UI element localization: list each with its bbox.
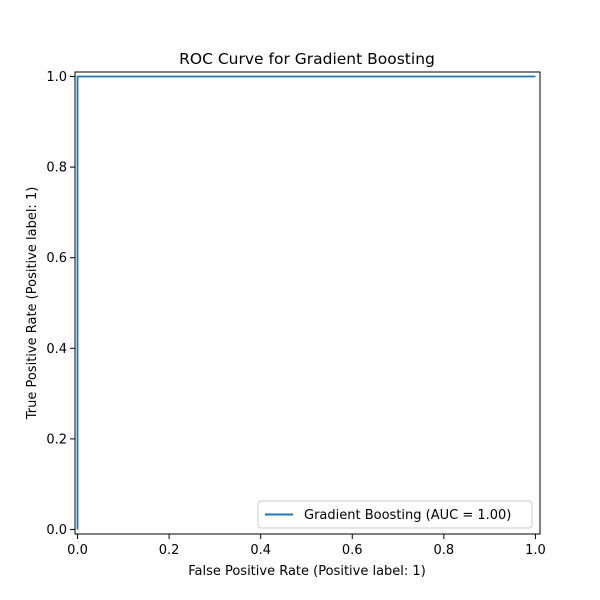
y-tick-label: 0.4 [46, 342, 67, 357]
x-tick-label: 0.2 [159, 543, 180, 558]
y-axis-label: True Positive Rate (Positive label: 1) [25, 187, 40, 421]
chart-title: ROC Curve for Gradient Boosting [179, 50, 435, 68]
plot-area: 0.0 0.2 0.4 0.6 0.8 1.0 0.0 0.2 0.4 0.6 0.8 1.0 [46, 70, 545, 558]
x-tick-label: 0.4 [250, 543, 271, 558]
y-tick-label: 0.6 [46, 251, 67, 266]
y-tick-label: 1.0 [46, 70, 67, 85]
plot-frame [74, 71, 541, 535]
x-tick-label: 0.6 [342, 543, 363, 558]
series-line-0 [76, 75, 536, 530]
y-tick-label: 0.8 [46, 161, 67, 176]
y-tick-label: 0.2 [46, 432, 67, 447]
x-tick-label: 1.0 [525, 543, 546, 558]
series-layer [76, 75, 536, 530]
legend-box [257, 500, 533, 529]
legend: Gradient Boosting (AUC = 1.00) [257, 500, 533, 529]
x-tick-label: 0.0 [67, 543, 88, 558]
x-tick-label: 0.8 [433, 543, 454, 558]
y-tick-label: 0.0 [46, 523, 67, 538]
y-axis-ticks: 0.0 0.2 0.4 0.6 0.8 1.0 [46, 70, 75, 538]
x-axis-ticks: 0.0 0.2 0.4 0.6 0.8 1.0 [67, 534, 546, 558]
x-axis-label: False Positive Rate (Positive label: 1) [188, 564, 426, 579]
legend-entry-label: Gradient Boosting (AUC = 1.00) [304, 508, 511, 523]
